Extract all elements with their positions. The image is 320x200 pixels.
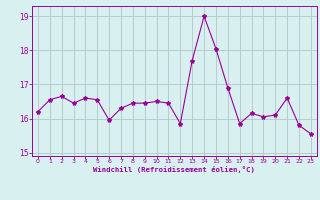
X-axis label: Windchill (Refroidissement éolien,°C): Windchill (Refroidissement éolien,°C) [93,166,255,173]
